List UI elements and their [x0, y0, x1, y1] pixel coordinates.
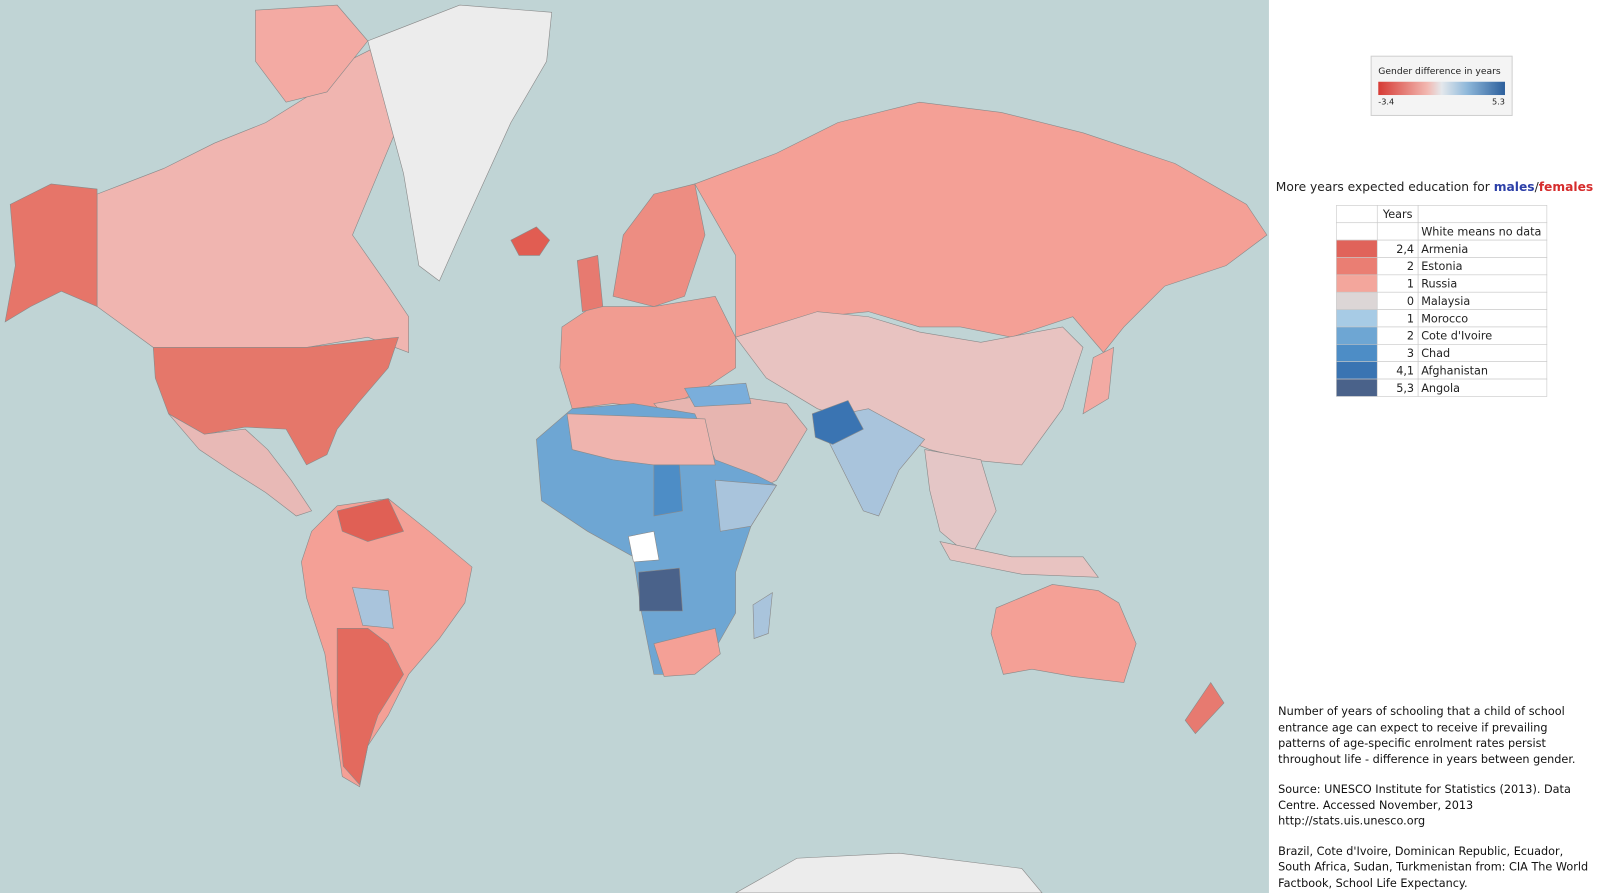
- turkey: [684, 382, 752, 407]
- color-legend: Gender difference in years -3.4 5.3: [1370, 55, 1513, 116]
- argentina: [336, 628, 404, 786]
- iceland: [510, 226, 551, 256]
- bolivia: [352, 587, 394, 629]
- europe: [559, 295, 736, 410]
- note-paragraph: Number of years of schooling that a chil…: [1278, 704, 1576, 766]
- cell-border: [1417, 378, 1548, 397]
- row-years: 2: [1407, 260, 1414, 273]
- swatch: [1336, 274, 1378, 293]
- row-country: Afghanistan: [1421, 364, 1488, 377]
- legend-title: Gender difference in years: [1378, 66, 1501, 77]
- swatch: [1336, 239, 1378, 258]
- headline: More years expected education for males/…: [1276, 179, 1593, 193]
- venezuela: [336, 498, 405, 542]
- headline-females: females: [1539, 179, 1593, 193]
- no-data-region: [627, 530, 660, 563]
- note-paragraph: Brazil, Cote d'Ivoire, Dominican Republi…: [1278, 844, 1589, 890]
- row-country: Angola: [1421, 382, 1460, 395]
- map: [4, 4, 1268, 893]
- headline-text: More years expected education for: [1276, 179, 1491, 193]
- swatch: [1336, 257, 1378, 276]
- row-years: 2: [1407, 330, 1414, 343]
- greenland: [367, 4, 553, 282]
- swatch: [1336, 291, 1378, 310]
- row-country: Morocco: [1421, 312, 1468, 325]
- headline-males: males: [1494, 179, 1535, 193]
- row-country: Armenia: [1421, 243, 1468, 256]
- chad: [653, 464, 683, 517]
- legend-table: Years White means no data 2,4 Armenia 2 Eston…: [1336, 205, 1548, 397]
- notes-block: Number of years of schooling that a chil…: [1278, 704, 1597, 891]
- cell-border: [1417, 205, 1548, 224]
- row-years: 3: [1407, 347, 1414, 360]
- note-paragraph: Source: UNESCO Institute for Statistics …: [1278, 782, 1571, 828]
- table-header: Years: [1382, 208, 1413, 221]
- legend-gradient: [1378, 81, 1505, 96]
- scandinavia: [612, 183, 706, 307]
- row-years: 1: [1407, 312, 1414, 325]
- alaska: [4, 183, 98, 323]
- swatch: [1336, 309, 1378, 328]
- row-country: Malaysia: [1421, 295, 1470, 308]
- row-country: Russia: [1421, 278, 1457, 291]
- row-country: Estonia: [1421, 260, 1462, 273]
- cell-border: [1376, 222, 1419, 241]
- uk: [576, 255, 604, 313]
- row-country: Chad: [1421, 347, 1450, 360]
- headline-separator: /: [1535, 179, 1540, 193]
- east-africa: [714, 479, 778, 532]
- afghanistan: [811, 400, 864, 445]
- swatch: [1336, 344, 1378, 363]
- swatch: [1336, 222, 1378, 241]
- row-years: 5,3: [1396, 382, 1414, 395]
- indonesia: [939, 541, 1099, 578]
- legend-min: -3.4: [1378, 97, 1394, 107]
- notes: Number of years of schooling that a chil…: [1278, 704, 1597, 891]
- swatch: [1336, 326, 1378, 345]
- row-years: 0: [1407, 295, 1414, 308]
- swatch: [1336, 361, 1378, 380]
- row-country: Cote d'Ivoire: [1421, 330, 1492, 343]
- new-zealand: [1184, 681, 1225, 735]
- row-years: 1: [1407, 278, 1414, 291]
- swatch: [1336, 378, 1378, 397]
- swatch: [1336, 205, 1378, 224]
- south-africa: [653, 627, 721, 677]
- australia: [990, 584, 1137, 683]
- row-years: 4,1: [1396, 364, 1414, 377]
- japan: [1082, 346, 1115, 415]
- africa: [536, 403, 777, 675]
- row-years: 2,4: [1396, 243, 1414, 256]
- mexico: [168, 413, 313, 517]
- arctic-islands: [255, 4, 369, 103]
- angola: [638, 567, 683, 612]
- legend-max: 5.3: [1492, 97, 1505, 107]
- table-note: White means no data: [1421, 225, 1541, 238]
- madagascar: [752, 592, 773, 640]
- side-panel: [1268, 0, 1600, 893]
